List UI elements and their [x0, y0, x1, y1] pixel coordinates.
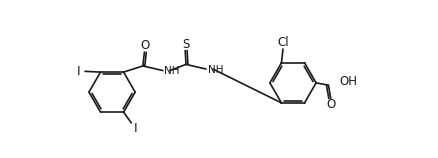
- Text: O: O: [141, 40, 150, 52]
- Text: S: S: [182, 38, 190, 51]
- Text: OH: OH: [339, 75, 357, 88]
- Text: I: I: [77, 65, 81, 78]
- Text: NH: NH: [164, 66, 180, 76]
- Text: NH: NH: [208, 65, 223, 75]
- Text: O: O: [326, 98, 336, 111]
- Text: I: I: [134, 122, 138, 135]
- Text: Cl: Cl: [277, 36, 289, 49]
